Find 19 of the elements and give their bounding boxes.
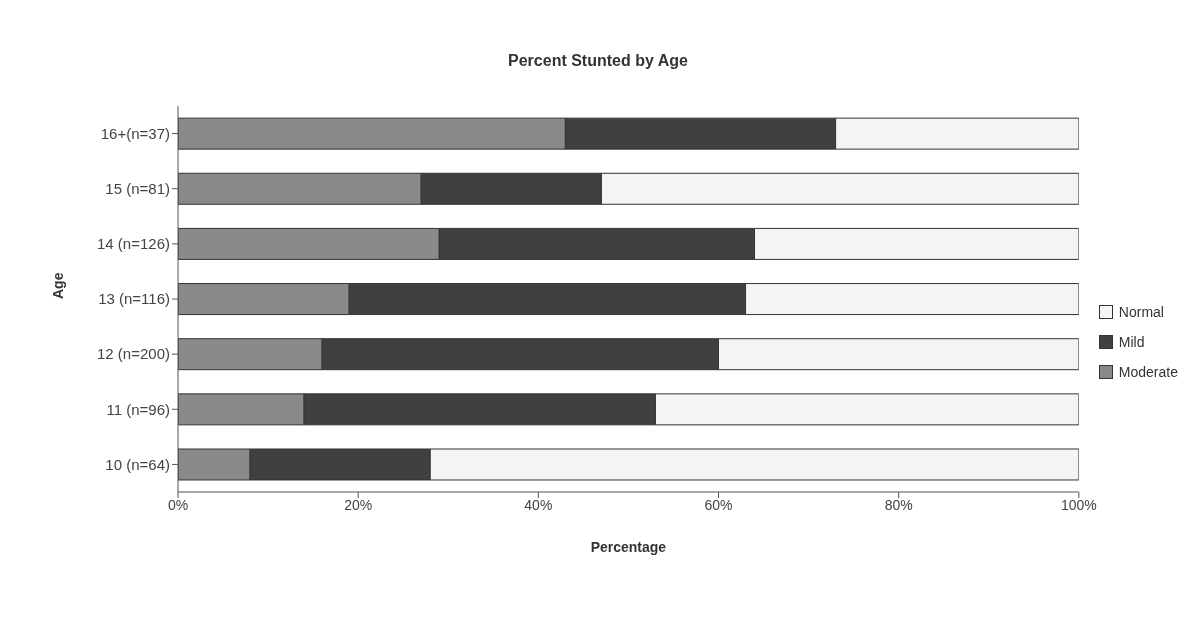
x-tick-label: 40% (524, 496, 553, 513)
y-tick-label: 13 (n=116) (98, 290, 170, 308)
legend-label: Moderate (1118, 364, 1178, 380)
y-tick-label: 16+(n=37) (100, 124, 170, 142)
legend-label: Normal (1118, 304, 1164, 320)
legend-label: Mild (1118, 334, 1145, 350)
chart-title: Percent Stunted by Age (507, 51, 689, 71)
y-tick-label: 15 (n=81) (105, 180, 170, 198)
x-tick-label: 60% (704, 496, 733, 513)
y-axis-title: Age (49, 272, 66, 299)
x-tick-label: 20% (344, 496, 373, 513)
y-tick-label: 14 (n=126) (97, 235, 170, 253)
x-axis-title: Percentage (590, 539, 667, 555)
x-tick-label: 0% (167, 496, 189, 513)
y-tick-label: 12 (n=200) (97, 345, 170, 363)
y-tick-label: 10 (n=64) (105, 455, 170, 473)
x-tick-label: 100% (1060, 496, 1097, 513)
y-tick-label: 11 (n=96) (106, 400, 170, 418)
x-tick-label: 80% (884, 496, 913, 513)
